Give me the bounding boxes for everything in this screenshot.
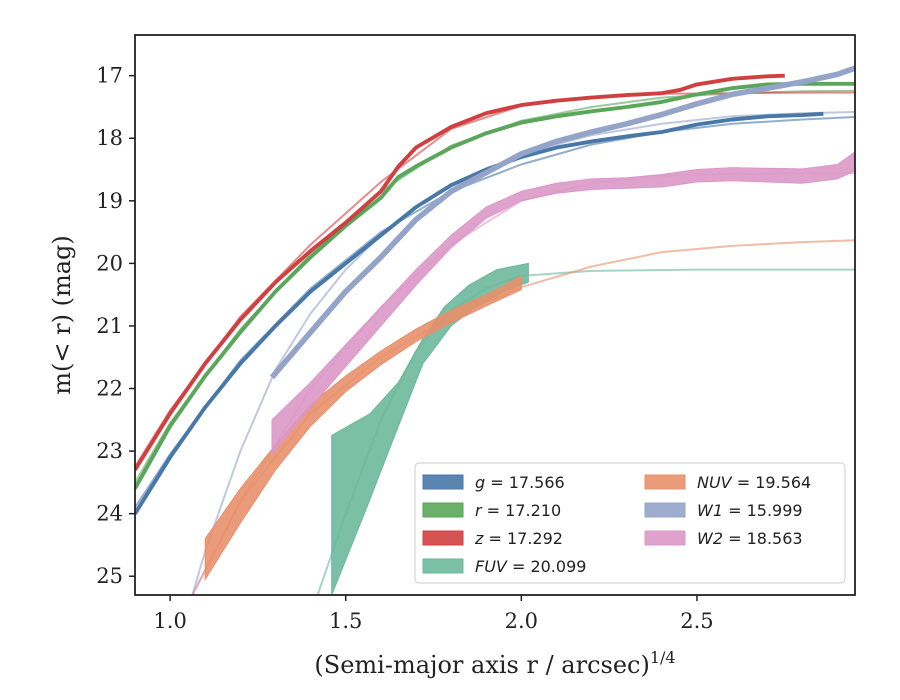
y-tick-label: 19: [96, 189, 123, 213]
y-tick-label: 24: [96, 502, 123, 526]
series-w1-band: [269, 65, 855, 380]
legend-box: [414, 462, 846, 584]
legend-label-fuv: FUV = 20.099: [475, 557, 586, 576]
legend-swatch-w1: [644, 502, 686, 518]
x-tick-label: 2.5: [680, 609, 713, 633]
x-tick-label: 1.5: [329, 609, 362, 633]
series-z-band: [135, 73, 785, 471]
x-tick-label: 2.0: [505, 609, 538, 633]
y-tick-label: 23: [96, 439, 123, 463]
y-tick-label: 20: [96, 251, 123, 275]
y-tick-label: 22: [96, 377, 123, 401]
plot-area: [135, 65, 855, 595]
legend: g = 17.566 NUV = 19.564 r = 17.210 W1 = 15.…: [414, 462, 846, 584]
x-axis-label: (Semi-major axis r / arcsec)1/4: [314, 648, 675, 679]
x-axis-label-exponent: 1/4: [650, 648, 676, 667]
axis-ticks: 1.0 1.5 2.0 2.5 17 18 19 20 21 22 23 24 25: [96, 64, 713, 633]
legend-label-w1: W1 = 15.999: [697, 501, 803, 520]
legend-label-nuv: NUV = 19.564: [697, 473, 811, 492]
series-w2-band: [271, 151, 855, 456]
y-tick-label: 18: [96, 126, 123, 150]
legend-label-w2: W2 = 18.563: [697, 529, 803, 548]
x-tick-label: 1.0: [153, 609, 186, 633]
legend-label-z: z = 17.292: [474, 529, 563, 548]
plot-frame: [134, 34, 856, 596]
legend-swatch-nuv: [644, 474, 686, 490]
series-nuv-band: [204, 275, 522, 582]
legend-label-r: r = 17.210: [475, 501, 561, 520]
y-tick-label: 21: [96, 314, 123, 338]
legend-swatch-g: [422, 474, 464, 490]
legend-swatch-w2: [644, 530, 686, 546]
y-tick-label: 17: [96, 64, 123, 88]
series-g-band: [135, 111, 824, 515]
legend-swatch-r: [422, 502, 464, 518]
legend-swatch-fuv: [422, 558, 464, 574]
x-axis-label-text: (Semi-major axis r / arcsec): [314, 651, 649, 679]
legend-label-g: g = 17.566: [475, 473, 565, 492]
legend-swatch-z: [422, 530, 464, 546]
y-axis-label: m(< r) (mag): [48, 235, 76, 394]
y-tick-label: 25: [96, 564, 123, 588]
series-r-band: [135, 81, 855, 490]
